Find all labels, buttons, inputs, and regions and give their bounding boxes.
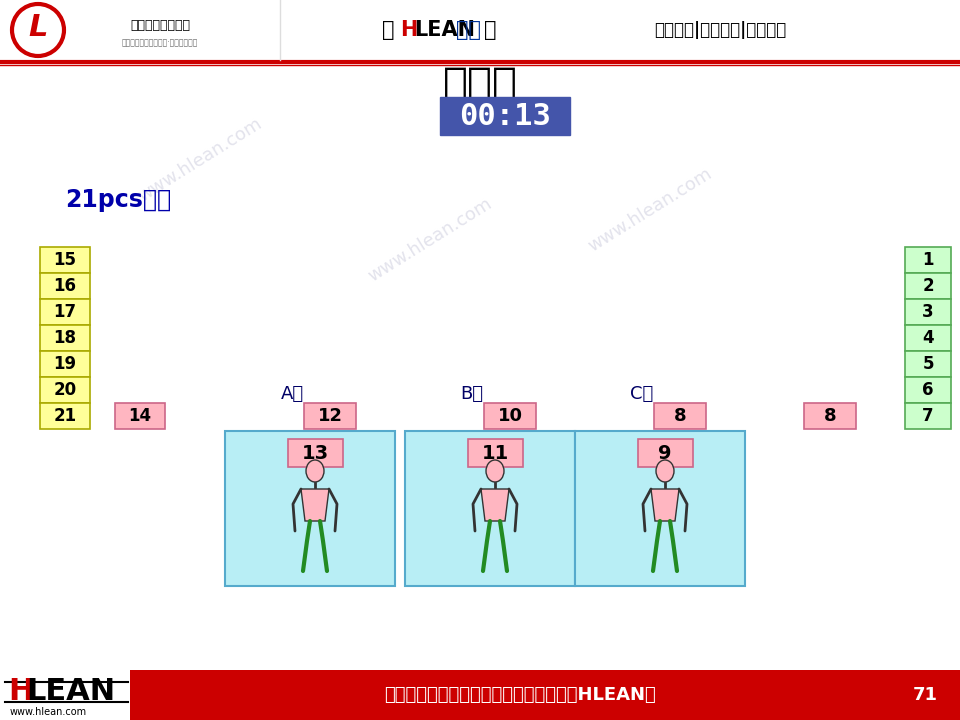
Text: 20: 20 xyxy=(54,381,77,399)
Bar xyxy=(905,247,951,273)
Text: L: L xyxy=(28,12,48,42)
Text: 学堂: 学堂 xyxy=(456,20,481,40)
Bar xyxy=(575,431,745,586)
Bar xyxy=(654,403,706,429)
Bar xyxy=(905,325,951,351)
Text: 3: 3 xyxy=(923,303,934,321)
Text: 5: 5 xyxy=(923,355,934,373)
Bar xyxy=(40,351,90,377)
Text: 12: 12 xyxy=(318,407,343,425)
Bar xyxy=(130,670,960,720)
Bar xyxy=(484,403,536,429)
Text: 18: 18 xyxy=(54,329,77,347)
Text: 8: 8 xyxy=(674,407,686,425)
Text: www.hlean.com: www.hlean.com xyxy=(134,114,265,205)
Text: 19: 19 xyxy=(54,355,77,373)
Text: www.hlean.com: www.hlean.com xyxy=(365,194,495,285)
Ellipse shape xyxy=(656,460,674,482)
Bar xyxy=(905,273,951,299)
Bar xyxy=(40,403,90,429)
Text: 13: 13 xyxy=(301,444,328,462)
Text: 4: 4 xyxy=(923,329,934,347)
Bar xyxy=(905,299,951,325)
Ellipse shape xyxy=(486,460,504,482)
Text: 14: 14 xyxy=(129,407,152,425)
Ellipse shape xyxy=(306,460,324,482)
Text: 中国先进精益管理体系·智能制造系统: 中国先进精益管理体系·智能制造系统 xyxy=(122,38,198,48)
Bar xyxy=(40,273,90,299)
Text: H: H xyxy=(8,678,34,706)
Text: 16: 16 xyxy=(54,277,77,295)
Polygon shape xyxy=(301,489,329,521)
Text: 11: 11 xyxy=(481,444,509,462)
Text: LEAN: LEAN xyxy=(414,20,475,40)
Bar xyxy=(905,403,951,429)
Text: 》: 》 xyxy=(484,20,496,40)
Text: 00:13: 00:13 xyxy=(459,102,551,130)
Text: 7: 7 xyxy=(923,407,934,425)
Bar xyxy=(40,377,90,403)
Bar xyxy=(405,431,575,586)
Text: 做行业标杆，找精弘益；要幸福高效，用HLEAN！: 做行业标杆，找精弘益；要幸福高效，用HLEAN！ xyxy=(384,686,656,704)
Text: www.hlean.com: www.hlean.com xyxy=(10,707,87,717)
Bar xyxy=(0,670,130,720)
Text: LEAN: LEAN xyxy=(26,678,115,706)
Text: B站: B站 xyxy=(461,385,484,403)
Text: 15: 15 xyxy=(54,251,77,269)
Bar xyxy=(40,325,90,351)
Polygon shape xyxy=(481,489,509,521)
Text: A站: A站 xyxy=(280,385,303,403)
Bar xyxy=(287,439,343,467)
Bar xyxy=(905,377,951,403)
Bar xyxy=(468,439,522,467)
Bar xyxy=(804,403,856,429)
Text: 2: 2 xyxy=(923,277,934,295)
Text: 《: 《 xyxy=(382,20,395,40)
Text: 71: 71 xyxy=(913,686,938,704)
Text: www.hlean.com: www.hlean.com xyxy=(585,165,715,256)
Text: 10: 10 xyxy=(497,407,522,425)
Text: 精益生产|智能制造|管理前沿: 精益生产|智能制造|管理前沿 xyxy=(654,21,786,39)
Text: 单件流: 单件流 xyxy=(443,64,517,106)
Text: 精益生产促进中心: 精益生产促进中心 xyxy=(130,19,190,32)
Text: 21: 21 xyxy=(54,407,77,425)
Text: H: H xyxy=(400,20,418,40)
Bar xyxy=(905,351,951,377)
Bar xyxy=(40,247,90,273)
Bar xyxy=(40,299,90,325)
Text: C站: C站 xyxy=(631,385,654,403)
Bar xyxy=(0,0,960,60)
Bar xyxy=(637,439,692,467)
Text: 17: 17 xyxy=(54,303,77,321)
Text: 21pcs产品: 21pcs产品 xyxy=(65,188,171,212)
Bar xyxy=(115,403,165,429)
Bar xyxy=(440,97,570,135)
Text: 6: 6 xyxy=(923,381,934,399)
Text: 1: 1 xyxy=(923,251,934,269)
Polygon shape xyxy=(651,489,679,521)
Circle shape xyxy=(12,4,64,56)
Text: 9: 9 xyxy=(659,444,672,462)
Bar xyxy=(304,403,356,429)
Text: 8: 8 xyxy=(824,407,836,425)
Bar xyxy=(225,431,395,586)
